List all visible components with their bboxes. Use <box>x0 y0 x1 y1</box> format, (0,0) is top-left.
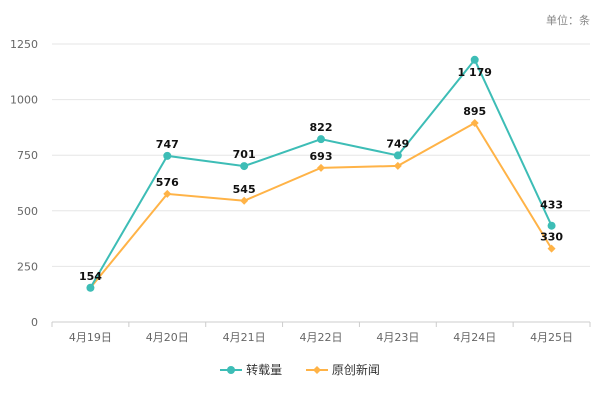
data-label: 895 <box>463 105 486 118</box>
data-label: 1 179 <box>457 66 491 79</box>
data-point <box>240 196 249 205</box>
data-label: 154 <box>79 270 102 283</box>
y-tick-label: 500 <box>17 205 38 218</box>
legend: 转载量 原创新闻 <box>0 361 600 378</box>
y-tick-label: 1250 <box>10 38 38 51</box>
x-tick-label: 4月25日 <box>530 331 573 344</box>
data-point <box>547 221 556 230</box>
y-tick-label: 250 <box>17 260 38 273</box>
legend-label-series-b: 原创新闻 <box>331 363 380 377</box>
data-point <box>240 162 249 171</box>
diamond-marker-icon <box>305 365 328 374</box>
data-label: 576 <box>156 176 179 189</box>
data-label: 433 <box>540 199 563 212</box>
data-point <box>393 161 402 170</box>
data-label: 330 <box>540 231 563 244</box>
legend-label-series-a: 转载量 <box>246 363 283 377</box>
data-point <box>470 118 479 127</box>
y-tick-label: 750 <box>17 149 38 162</box>
data-point <box>163 151 172 160</box>
x-tick-label: 4月21日 <box>223 331 266 344</box>
data-point <box>547 244 556 253</box>
x-tick-label: 4月20日 <box>146 331 189 344</box>
x-tick-label: 4月23日 <box>376 331 419 344</box>
x-tick-label: 4月22日 <box>300 331 343 344</box>
data-point <box>317 135 325 144</box>
grid-lines <box>52 43 590 267</box>
y-tick-label: 0 <box>31 316 38 329</box>
series-line-a <box>89 57 553 289</box>
data-label: 822 <box>310 121 333 134</box>
x-tick-label: 4月24日 <box>453 331 496 344</box>
data-label: 747 <box>156 138 179 151</box>
data-point <box>163 189 172 198</box>
legend-item-series-b[interactable]: 原创新闻 <box>305 361 380 378</box>
legend-item-series-a[interactable]: 转载量 <box>220 361 282 378</box>
circle-marker-icon <box>220 365 243 374</box>
x-tick-label: 4月19日 <box>69 331 112 344</box>
data-label: 701 <box>233 148 256 161</box>
data-label: 749 <box>386 137 409 150</box>
data-point <box>317 163 325 172</box>
data-label: 545 <box>233 183 256 196</box>
y-tick-label: 1000 <box>10 94 38 107</box>
unit-label: 单位：条 <box>546 14 590 27</box>
data-point <box>470 55 479 64</box>
data-label: 693 <box>310 150 333 163</box>
data-point <box>86 283 95 292</box>
data-labels: 154 747 701 822 749 1 179 433 576 545 693 895 330 <box>79 66 563 283</box>
axes: 0 250 500 750 1000 1250 4月19日 4月20日 4月21日 4月22日 4月… <box>10 38 591 344</box>
data-point <box>393 151 402 160</box>
series <box>86 55 556 292</box>
